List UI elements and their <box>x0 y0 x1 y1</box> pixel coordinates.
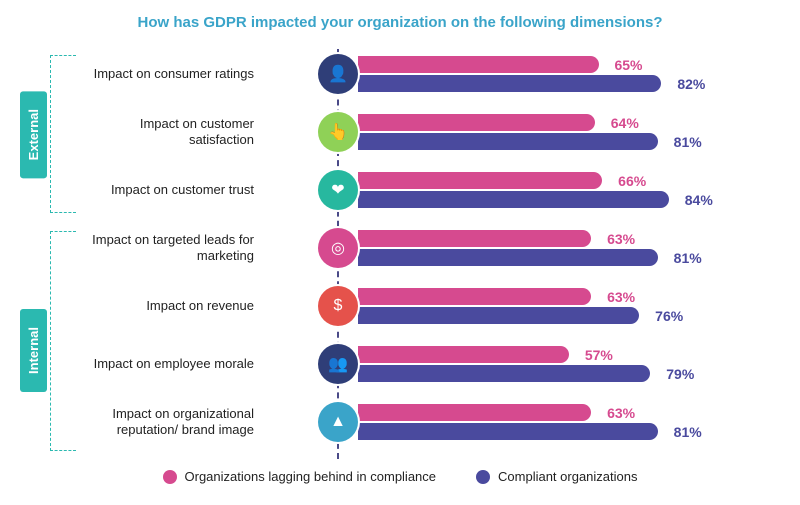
bar-lagging: 66% <box>358 172 602 189</box>
bar-compliant-value: 81% <box>674 134 702 150</box>
bar-lagging: 65% <box>358 56 599 73</box>
bar-compliant-value: 81% <box>674 424 702 440</box>
bracket-internal <box>50 231 76 451</box>
chart-title: How has GDPR impacted your organization … <box>20 14 780 31</box>
chart-row: Impact on customer satisfaction👆64%81% <box>82 103 780 161</box>
bar-pair: 63% 81% <box>358 228 780 268</box>
row-label: Impact on consumer ratings <box>82 66 310 82</box>
revenue-icon: $ <box>318 286 358 326</box>
chart-row: Impact on revenue $63% 76% <box>82 277 780 335</box>
bar-lagging-value: 63% <box>607 231 635 247</box>
category-internal: Internal <box>20 309 47 392</box>
bar-lagging: 64% <box>358 114 595 131</box>
bar-compliant: 76% <box>358 307 639 324</box>
target-icon: ◎ <box>318 228 358 268</box>
bar-compliant-value: 81% <box>674 250 702 266</box>
bar-compliant-value: 84% <box>685 192 713 208</box>
reputation-icon: ▲ <box>318 402 358 442</box>
chart-row: Impact on consumer ratings👤65%82% <box>82 45 780 103</box>
chart-row: Impact on organizational reputation/ bra… <box>82 393 780 451</box>
bar-compliant: 84% <box>358 191 669 208</box>
bar-pair: 63% 76% <box>358 286 780 326</box>
bar-lagging-value: 64% <box>611 115 639 131</box>
chart-row: Impact on employee morale👥57%79% <box>82 335 780 393</box>
swatch-compliant <box>476 470 490 484</box>
bar-lagging-value: 63% <box>607 289 635 305</box>
bar-lagging: 57% <box>358 346 569 363</box>
bar-pair: 66% 84% <box>358 170 780 210</box>
row-label: Impact on customer trust <box>82 182 310 198</box>
chart-area: External Internal Impact on consumer rat… <box>20 45 780 463</box>
satisfaction-icon: 👆 <box>318 112 358 152</box>
bar-compliant-value: 79% <box>666 366 694 382</box>
bar-pair: 65% 82% <box>358 54 780 94</box>
row-label: Impact on revenue <box>82 298 310 314</box>
category-external: External <box>20 91 47 178</box>
bar-pair: 63% 81% <box>358 402 780 442</box>
chart-row: Impact on targeted leads for marketing◎6… <box>82 219 780 277</box>
legend: Organizations lagging behind in complian… <box>20 469 780 484</box>
bar-compliant: 79% <box>358 365 650 382</box>
trust-icon: ❤ <box>318 170 358 210</box>
bar-compliant-value: 82% <box>677 76 705 92</box>
bar-compliant-value: 76% <box>655 308 683 324</box>
bar-compliant: 81% <box>358 249 658 266</box>
row-label: Impact on employee morale <box>82 356 310 372</box>
legend-lagging: Organizations lagging behind in complian… <box>163 469 437 484</box>
swatch-lagging <box>163 470 177 484</box>
bar-lagging: 63% <box>358 288 591 305</box>
bar-lagging-value: 66% <box>618 173 646 189</box>
bar-compliant: 81% <box>358 133 658 150</box>
legend-compliant-label: Compliant organizations <box>498 469 637 484</box>
chart-rows: Impact on consumer ratings👤65%82%Impact … <box>82 45 780 451</box>
bar-pair: 64% 81% <box>358 112 780 152</box>
legend-compliant: Compliant organizations <box>476 469 637 484</box>
bar-lagging: 63% <box>358 404 591 421</box>
bar-lagging-value: 63% <box>607 405 635 421</box>
bar-lagging: 63% <box>358 230 591 247</box>
row-label: Impact on customer satisfaction <box>82 116 310 149</box>
row-label: Impact on targeted leads for marketing <box>82 232 310 265</box>
morale-icon: 👥 <box>318 344 358 384</box>
chart-row: Impact on customer trust❤66%84% <box>82 161 780 219</box>
bar-lagging-value: 65% <box>614 57 642 73</box>
row-label: Impact on organizational reputation/ bra… <box>82 406 310 439</box>
bar-compliant: 82% <box>358 75 661 92</box>
bracket-external <box>50 55 76 213</box>
legend-lagging-label: Organizations lagging behind in complian… <box>185 469 437 484</box>
ratings-icon: 👤 <box>318 54 358 94</box>
bar-lagging-value: 57% <box>585 347 613 363</box>
bar-pair: 57% 79% <box>358 344 780 384</box>
bar-compliant: 81% <box>358 423 658 440</box>
